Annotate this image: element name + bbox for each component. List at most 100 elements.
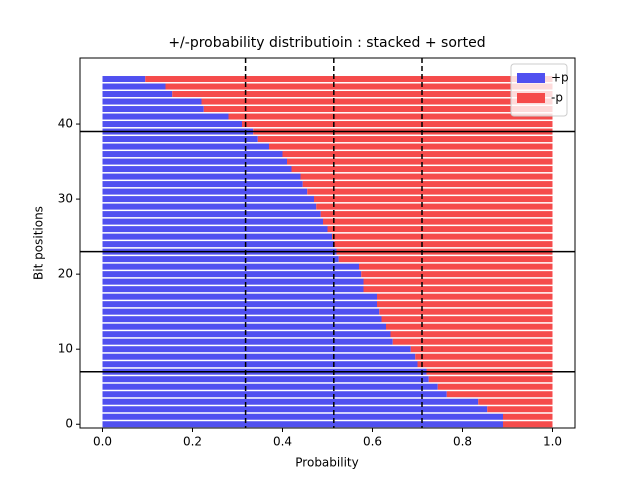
chart-title: +/-probability distributioin : stacked +… bbox=[168, 35, 485, 51]
bar bbox=[102, 323, 386, 330]
bar bbox=[300, 173, 553, 180]
bar bbox=[410, 346, 553, 353]
bar bbox=[102, 121, 242, 128]
bar bbox=[145, 76, 553, 83]
bar bbox=[102, 196, 314, 203]
bar bbox=[338, 256, 553, 263]
bar bbox=[487, 406, 553, 413]
bar bbox=[102, 346, 411, 353]
bar bbox=[102, 83, 166, 90]
x-tick-label: 0.4 bbox=[273, 435, 292, 449]
bar bbox=[503, 421, 553, 428]
bar bbox=[102, 263, 359, 270]
bar bbox=[363, 278, 553, 285]
y-tick-label: 40 bbox=[58, 117, 73, 131]
bar bbox=[415, 353, 553, 360]
bar bbox=[102, 233, 332, 240]
bar bbox=[282, 151, 553, 158]
bar bbox=[102, 106, 204, 113]
bar bbox=[316, 203, 553, 210]
y-axis-label: Bit positions bbox=[32, 206, 46, 280]
bar bbox=[291, 166, 553, 173]
bar bbox=[165, 83, 553, 90]
bar bbox=[102, 331, 391, 338]
bar bbox=[242, 121, 553, 128]
bar bbox=[386, 323, 553, 330]
bar bbox=[102, 91, 173, 98]
legend-label: +p bbox=[551, 71, 569, 85]
plot-frame bbox=[79, 57, 576, 429]
bar bbox=[102, 398, 479, 405]
bar bbox=[287, 158, 553, 165]
x-tick-label: 0.6 bbox=[363, 435, 382, 449]
y-tick-label: 30 bbox=[58, 192, 73, 206]
bar bbox=[392, 338, 553, 345]
bar bbox=[390, 331, 553, 338]
legend-swatch bbox=[517, 73, 545, 83]
y-tick-label: 0 bbox=[65, 417, 73, 431]
bar bbox=[201, 98, 553, 105]
bar bbox=[314, 196, 553, 203]
bar bbox=[363, 286, 553, 293]
bar bbox=[102, 286, 364, 293]
bar bbox=[102, 218, 323, 225]
y-tick-label: 10 bbox=[58, 342, 73, 356]
bar bbox=[446, 391, 553, 398]
bar bbox=[203, 106, 553, 113]
y-tick-label: 20 bbox=[58, 267, 73, 281]
x-tick-label: 0.2 bbox=[183, 435, 202, 449]
bar bbox=[332, 233, 553, 240]
bar bbox=[327, 226, 553, 233]
x-axis-label: Probability bbox=[295, 456, 358, 470]
bar bbox=[102, 181, 303, 188]
bar bbox=[102, 188, 308, 195]
bar bbox=[172, 91, 553, 98]
bar bbox=[102, 293, 377, 300]
bar bbox=[102, 136, 258, 143]
bar bbox=[102, 203, 317, 210]
bar bbox=[102, 173, 301, 180]
x-tick-label: 0.8 bbox=[453, 435, 472, 449]
bar bbox=[102, 76, 146, 83]
bar bbox=[102, 158, 287, 165]
bar bbox=[361, 271, 553, 278]
bar bbox=[102, 421, 503, 428]
bar bbox=[102, 241, 335, 248]
bar bbox=[102, 376, 429, 383]
bar bbox=[102, 316, 382, 323]
bar bbox=[307, 188, 553, 195]
bar bbox=[102, 308, 380, 315]
bar bbox=[102, 226, 328, 233]
bar bbox=[228, 113, 553, 120]
bar bbox=[102, 98, 202, 105]
bar bbox=[269, 143, 553, 150]
bar bbox=[102, 113, 229, 120]
bar bbox=[320, 211, 553, 218]
bar bbox=[381, 316, 553, 323]
bar bbox=[102, 151, 283, 158]
x-tick-label: 1.0 bbox=[543, 435, 562, 449]
bar bbox=[323, 218, 553, 225]
bar bbox=[377, 293, 553, 300]
x-tick-label: 0.0 bbox=[93, 435, 112, 449]
bar bbox=[102, 391, 447, 398]
bar bbox=[102, 278, 364, 285]
bar bbox=[437, 383, 553, 390]
bar bbox=[417, 361, 553, 368]
bar bbox=[478, 398, 553, 405]
bar bbox=[102, 166, 292, 173]
bar bbox=[302, 181, 553, 188]
bar bbox=[102, 211, 321, 218]
bar bbox=[102, 353, 416, 360]
bar bbox=[102, 256, 339, 263]
bar bbox=[379, 308, 553, 315]
bar bbox=[257, 136, 553, 143]
bar bbox=[359, 263, 553, 270]
legend-swatch bbox=[517, 93, 545, 103]
bar bbox=[102, 406, 488, 413]
legend-label: -p bbox=[551, 91, 563, 105]
bar bbox=[334, 241, 553, 248]
bar bbox=[377, 301, 553, 308]
bar bbox=[102, 338, 393, 345]
